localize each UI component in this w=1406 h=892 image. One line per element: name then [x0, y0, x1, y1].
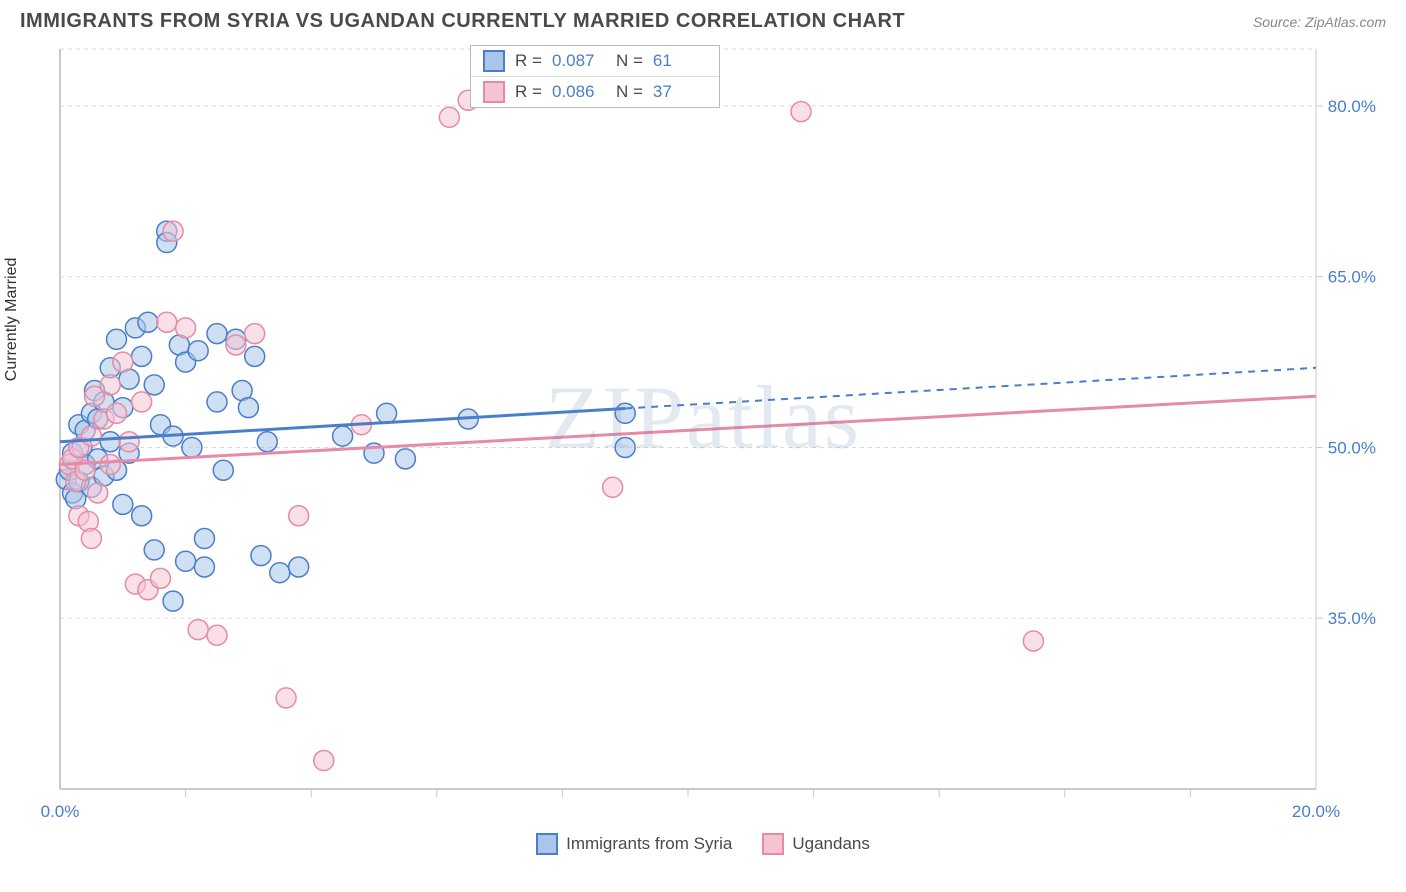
- chart-title: IMMIGRANTS FROM SYRIA VS UGANDAN CURRENT…: [20, 10, 905, 33]
- svg-text:35.0%: 35.0%: [1328, 609, 1376, 628]
- legend-swatch: [483, 50, 505, 72]
- legend-n-value: 37: [653, 82, 707, 102]
- svg-text:0.0%: 0.0%: [41, 802, 80, 821]
- legend-r-value: 0.086: [552, 82, 606, 102]
- legend-series-label: Immigrants from Syria: [566, 834, 732, 854]
- chart-area: Currently Married 35.0%50.0%65.0%80.0%0.…: [20, 39, 1386, 829]
- legend-r-value: 0.087: [552, 51, 606, 71]
- legend-swatch: [762, 833, 784, 855]
- svg-text:65.0%: 65.0%: [1328, 268, 1376, 287]
- legend-stat-row: R =0.087N =61: [471, 46, 719, 76]
- svg-text:50.0%: 50.0%: [1328, 438, 1376, 457]
- legend-swatch: [483, 81, 505, 103]
- series-legend: Immigrants from Syria Ugandans: [0, 833, 1406, 855]
- svg-text:80.0%: 80.0%: [1328, 97, 1376, 116]
- legend-n-value: 61: [653, 51, 707, 71]
- legend-series-item: Immigrants from Syria: [536, 833, 732, 855]
- chart-header: IMMIGRANTS FROM SYRIA VS UGANDAN CURRENT…: [0, 0, 1406, 39]
- chart-source: Source: ZipAtlas.com: [1253, 14, 1386, 30]
- legend-stat-row: R =0.086N =37: [471, 76, 719, 107]
- y-axis-label: Currently Married: [3, 258, 21, 382]
- correlation-legend: R =0.087N =61R =0.086N =37: [470, 45, 720, 108]
- legend-swatch: [536, 833, 558, 855]
- legend-series-label: Ugandans: [792, 834, 870, 854]
- legend-series-item: Ugandans: [762, 833, 870, 855]
- scatter-chart: 35.0% 50.0% 65.0% 80.0% 0.0% 20.0%: [20, 39, 1386, 829]
- svg-text:20.0%: 20.0%: [1292, 802, 1340, 821]
